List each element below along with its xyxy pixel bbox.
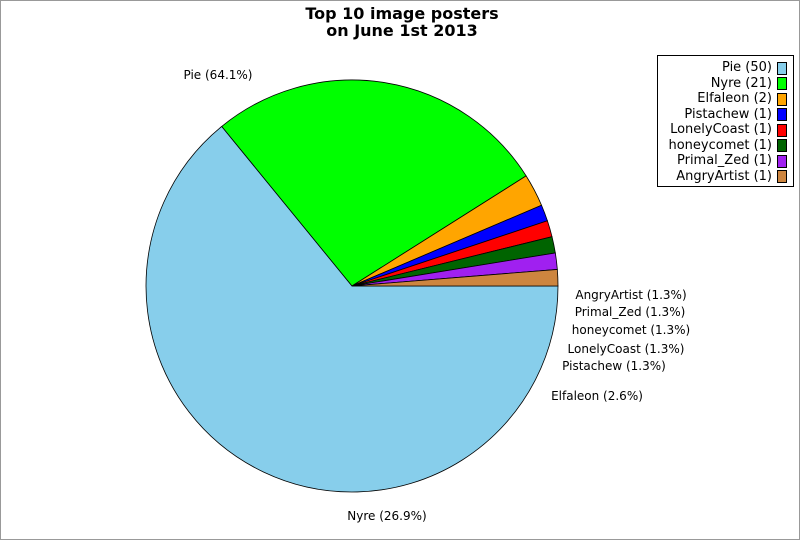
slice-label-elfaleon: Elfaleon (2.6%): [551, 389, 643, 403]
legend-swatch: [777, 139, 787, 152]
legend-item-lonelycoast: LonelyCoast (1): [670, 122, 787, 138]
legend-label: LonelyCoast (1): [670, 122, 772, 137]
legend-label: Pistachew (1): [684, 106, 772, 122]
pie-slice-nyre: [221, 79, 527, 287]
legend-label: Primal_Zed (1): [676, 153, 772, 168]
chart-legend: Pie (50) Nyre (21) Elfaleon (2) Pistachew (…: [657, 55, 794, 187]
pie-slice-pie: [145, 125, 559, 493]
legend-item-angryartist: AngryArtist (1): [676, 169, 787, 185]
legend-item-nyre: Nyre (21): [711, 76, 787, 92]
legend-item-honeycomet: honeycomet (1): [668, 138, 787, 154]
legend-item-elfaleon: Elfaleon (2): [697, 91, 787, 107]
pie-slices: [145, 79, 559, 493]
legend-swatch: [777, 77, 787, 90]
slice-label-primal-zed: Primal_Zed (1.3%): [575, 305, 686, 319]
slice-label-lonelycoast: LonelyCoast (1.3%): [568, 342, 685, 356]
legend-label: Nyre (21): [710, 75, 772, 91]
legend-swatch: [777, 92, 787, 106]
legend-swatch: [777, 154, 787, 168]
slice-label-honeycomet: honeycomet (1.3%): [572, 323, 690, 337]
chart-title-line-1: Top 10 image posters: [305, 4, 498, 23]
slice-label-nyre: Nyre (26.9%): [347, 509, 426, 523]
legend-swatch: [777, 108, 787, 121]
legend-label: honeycomet (1): [668, 137, 772, 153]
legend-swatch: [777, 123, 787, 137]
legend-item-pie: Pie (50): [722, 60, 787, 76]
slice-label-angryartist: AngryArtist (1.3%): [575, 288, 686, 302]
legend-swatch: [777, 170, 787, 183]
legend-label: Pie (50): [722, 60, 772, 75]
legend-item-primal-zed: Primal_Zed (1): [677, 153, 787, 169]
legend-swatch: [777, 61, 787, 75]
pie-labels: Pie (64.1%) Nyre (26.9%) Elfaleon (2.6%) Pi…: [184, 68, 691, 523]
legend-label: Elfaleon (2): [697, 91, 772, 106]
legend-item-pistachew: Pistachew (1): [684, 107, 787, 123]
chart-title-line-2: on June 1st 2013: [326, 21, 478, 40]
legend-label: AngryArtist (1): [676, 168, 772, 184]
slice-label-pie: Pie (64.1%): [184, 68, 253, 82]
slice-label-pistachew: Pistachew (1.3%): [562, 359, 666, 373]
pie-slice-angryartist: [351, 268, 559, 287]
